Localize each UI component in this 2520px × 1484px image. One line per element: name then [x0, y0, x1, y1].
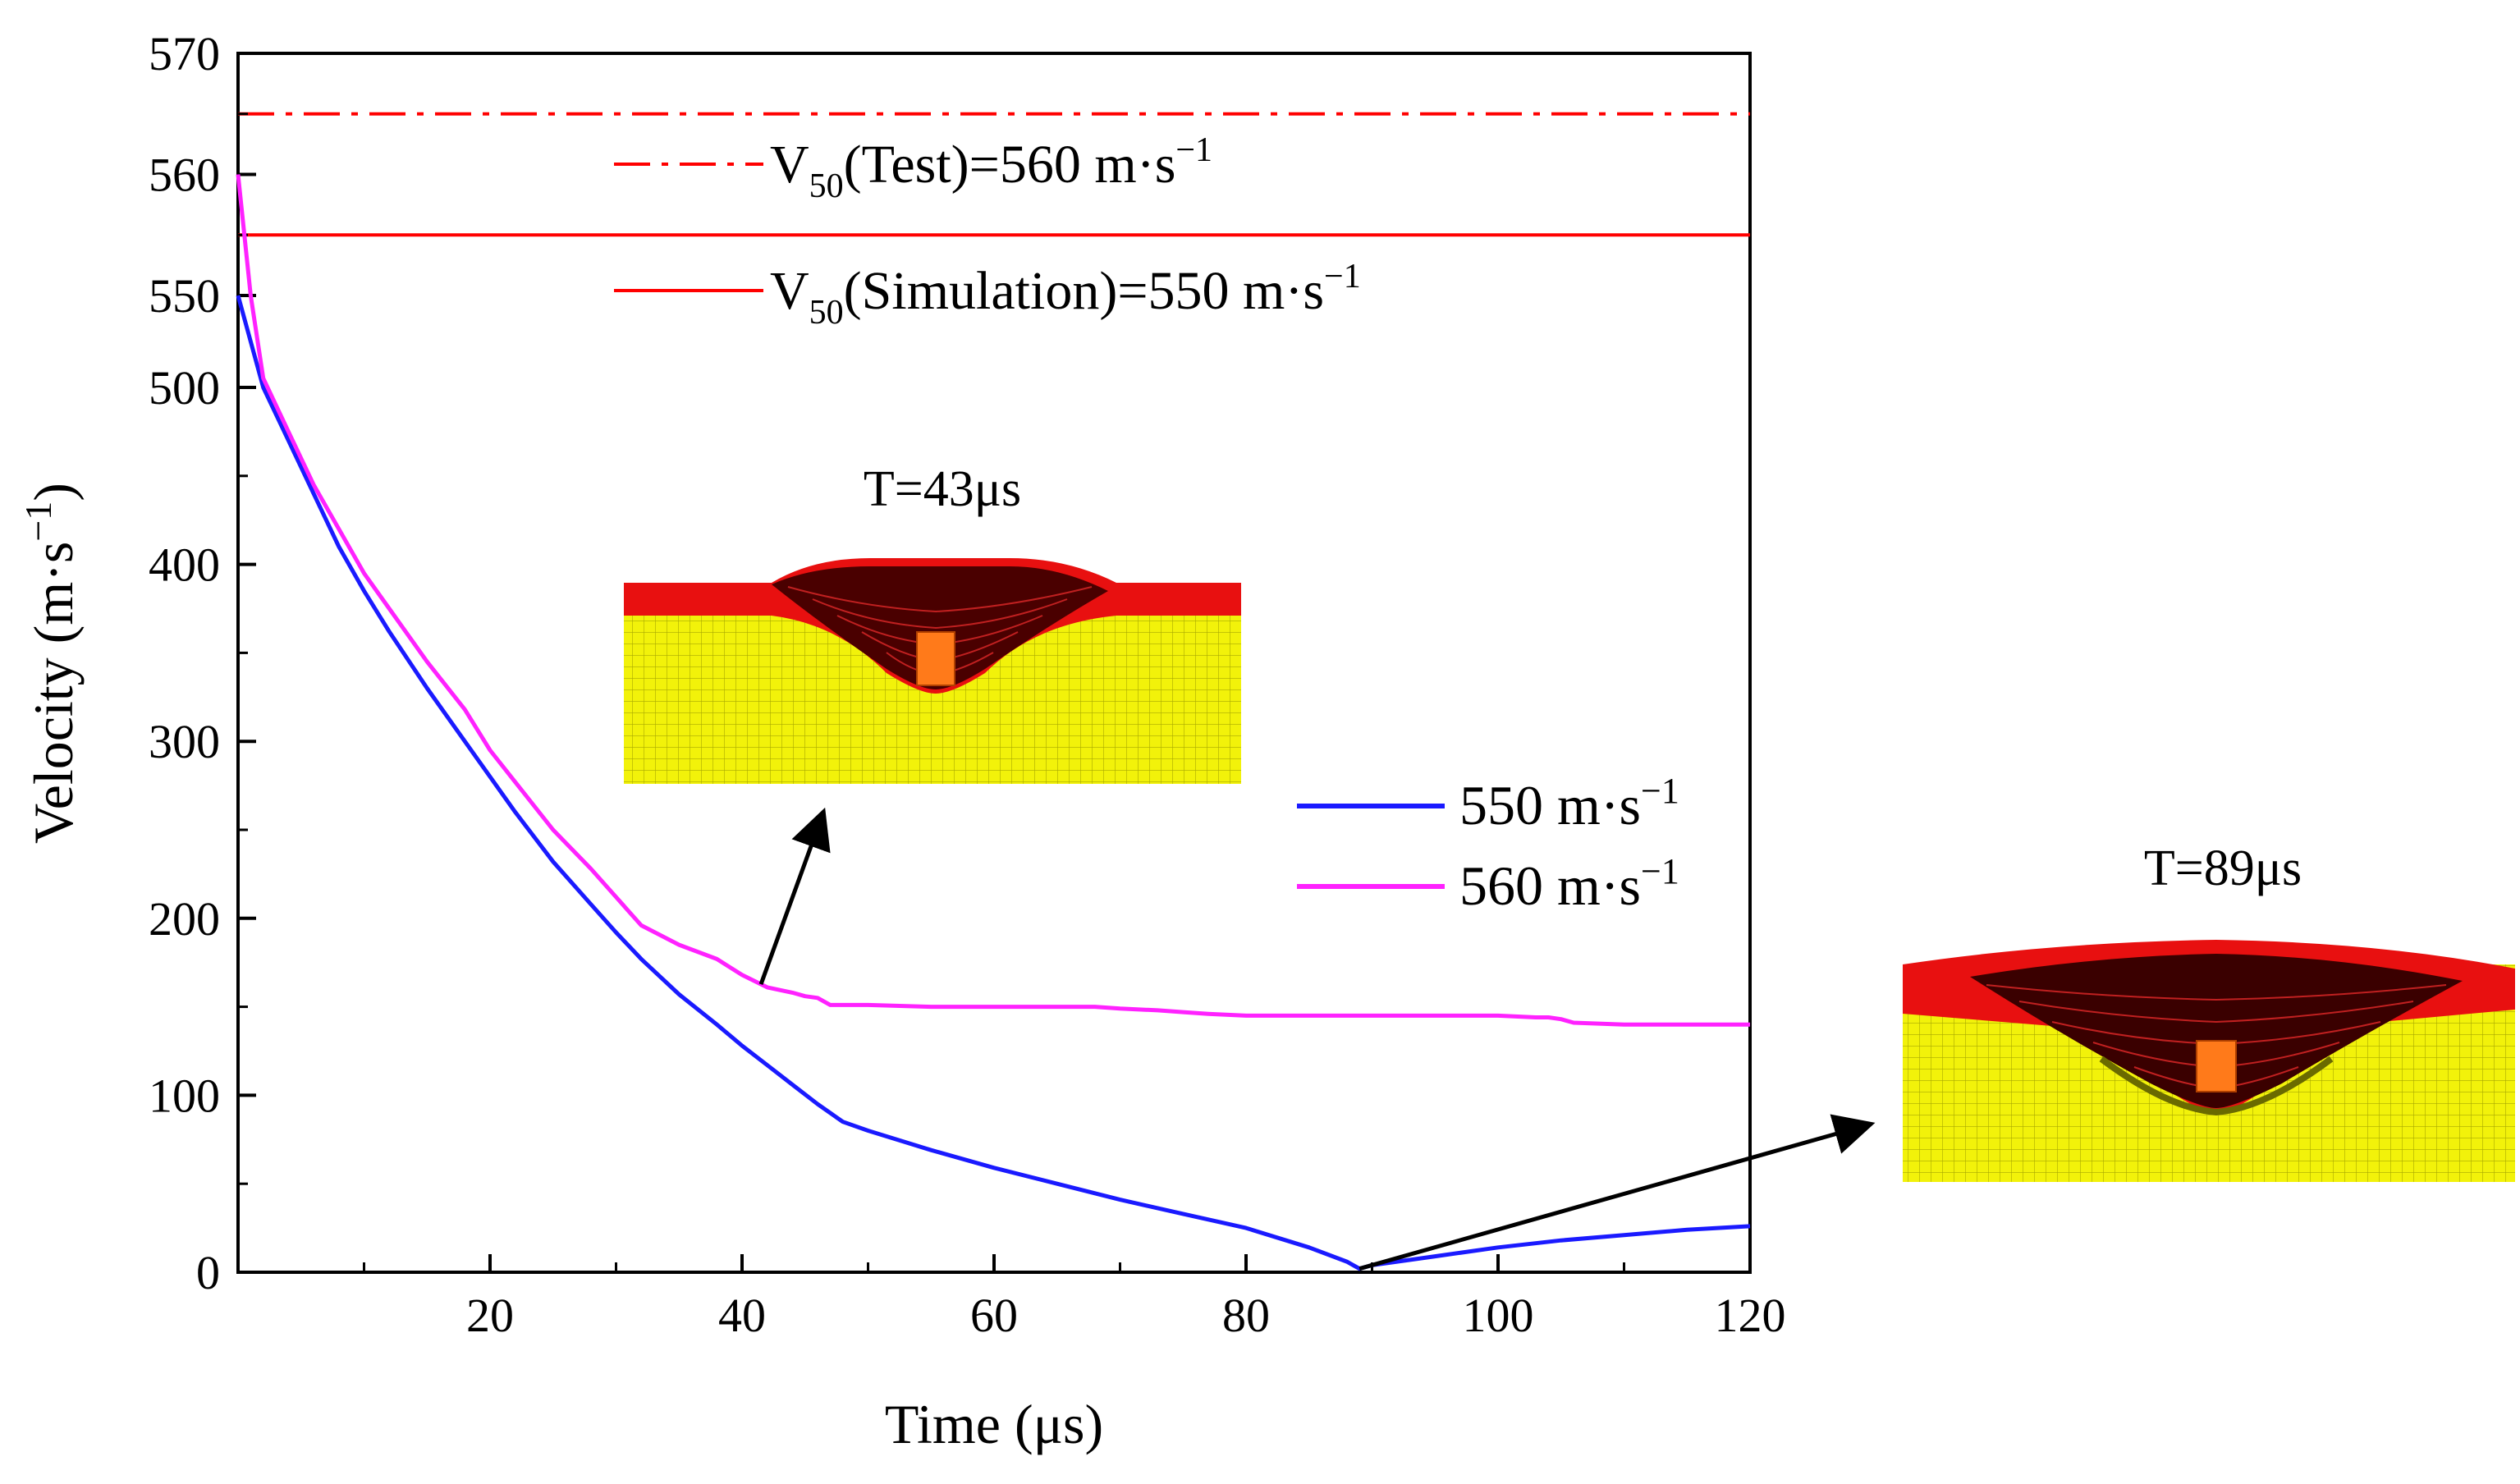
annotation-arrow-t89: [1359, 1114, 1876, 1271]
inset-t43-label: T=43μs: [864, 461, 1021, 517]
x-tick-label: 100: [1463, 1289, 1534, 1342]
inset-t43-image: [624, 558, 1241, 784]
y-tick-label: 500: [149, 361, 220, 415]
inset-t89-image: [1903, 940, 2515, 1182]
inset-t89-label: T=89μs: [2144, 840, 2302, 896]
legend-label-560: 560 m·s−1: [1459, 851, 1679, 917]
y-axis-label: Velocity (m·s−1): [17, 483, 85, 844]
reference-lines: [238, 112, 1750, 237]
x-tick-label: 80: [1222, 1289, 1270, 1342]
x-tick-label: 40: [718, 1289, 766, 1342]
legend: 550 m·s−1 560 m·s−1: [1297, 771, 1679, 917]
legend-label-550: 550 m·s−1: [1459, 771, 1679, 836]
y-tick-label: 550: [149, 269, 220, 323]
ref-legend-label-sim: V50(Simulation)=550 m·s−1: [770, 258, 1361, 332]
x-tick-label: 120: [1715, 1289, 1786, 1342]
inset-t89: T=89μs: [1903, 840, 2515, 1182]
y-tick-label: 0: [196, 1246, 220, 1299]
x-axis-label: Time (μs): [885, 1393, 1103, 1455]
axis-ticks: 20 40 60 80 100 120 0 100 200 300 400 500 550 560 570: [149, 27, 1786, 1342]
y-tick-label: 300: [149, 715, 220, 768]
y-tick-label: 560: [149, 149, 220, 202]
inset-t43: T=43μs: [624, 461, 1241, 784]
y-tick-label: 570: [149, 27, 220, 80]
x-tick-label: 60: [970, 1289, 1018, 1342]
y-tick-label: 200: [149, 892, 220, 946]
y-tick-label: 100: [149, 1069, 220, 1122]
y-tick-label: 400: [149, 538, 220, 592]
series-line-560: [236, 174, 1750, 1027]
annotation-arrow-t43: [758, 807, 831, 985]
ref-legend: V50(Test)=560 m·s−1 V50(Simulation)=550 …: [614, 131, 1361, 332]
x-tick-label: 20: [466, 1289, 514, 1342]
ref-legend-label-test: V50(Test)=560 m·s−1: [770, 131, 1212, 205]
